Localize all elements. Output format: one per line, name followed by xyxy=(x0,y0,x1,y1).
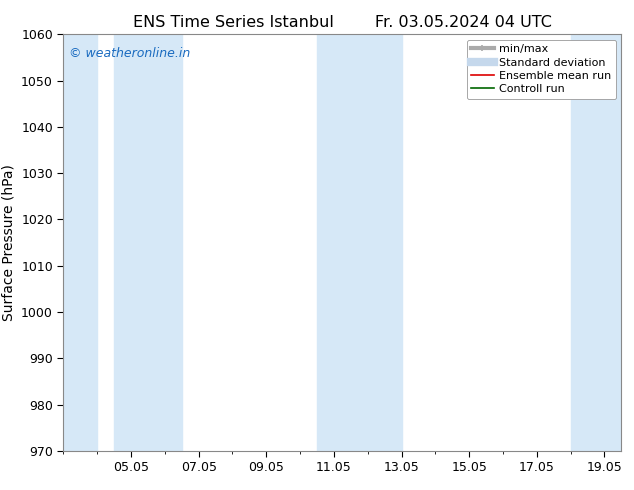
Title: ENS Time Series Istanbul        Fr. 03.05.2024 04 UTC: ENS Time Series Istanbul Fr. 03.05.2024 … xyxy=(133,15,552,30)
Legend: min/max, Standard deviation, Ensemble mean run, Controll run: min/max, Standard deviation, Ensemble me… xyxy=(467,40,616,99)
Bar xyxy=(571,34,621,451)
Bar xyxy=(63,34,97,451)
Text: © weatheronline.in: © weatheronline.in xyxy=(69,47,190,60)
Y-axis label: Surface Pressure (hPa): Surface Pressure (hPa) xyxy=(1,164,16,321)
Bar xyxy=(114,34,182,451)
Bar xyxy=(317,34,401,451)
